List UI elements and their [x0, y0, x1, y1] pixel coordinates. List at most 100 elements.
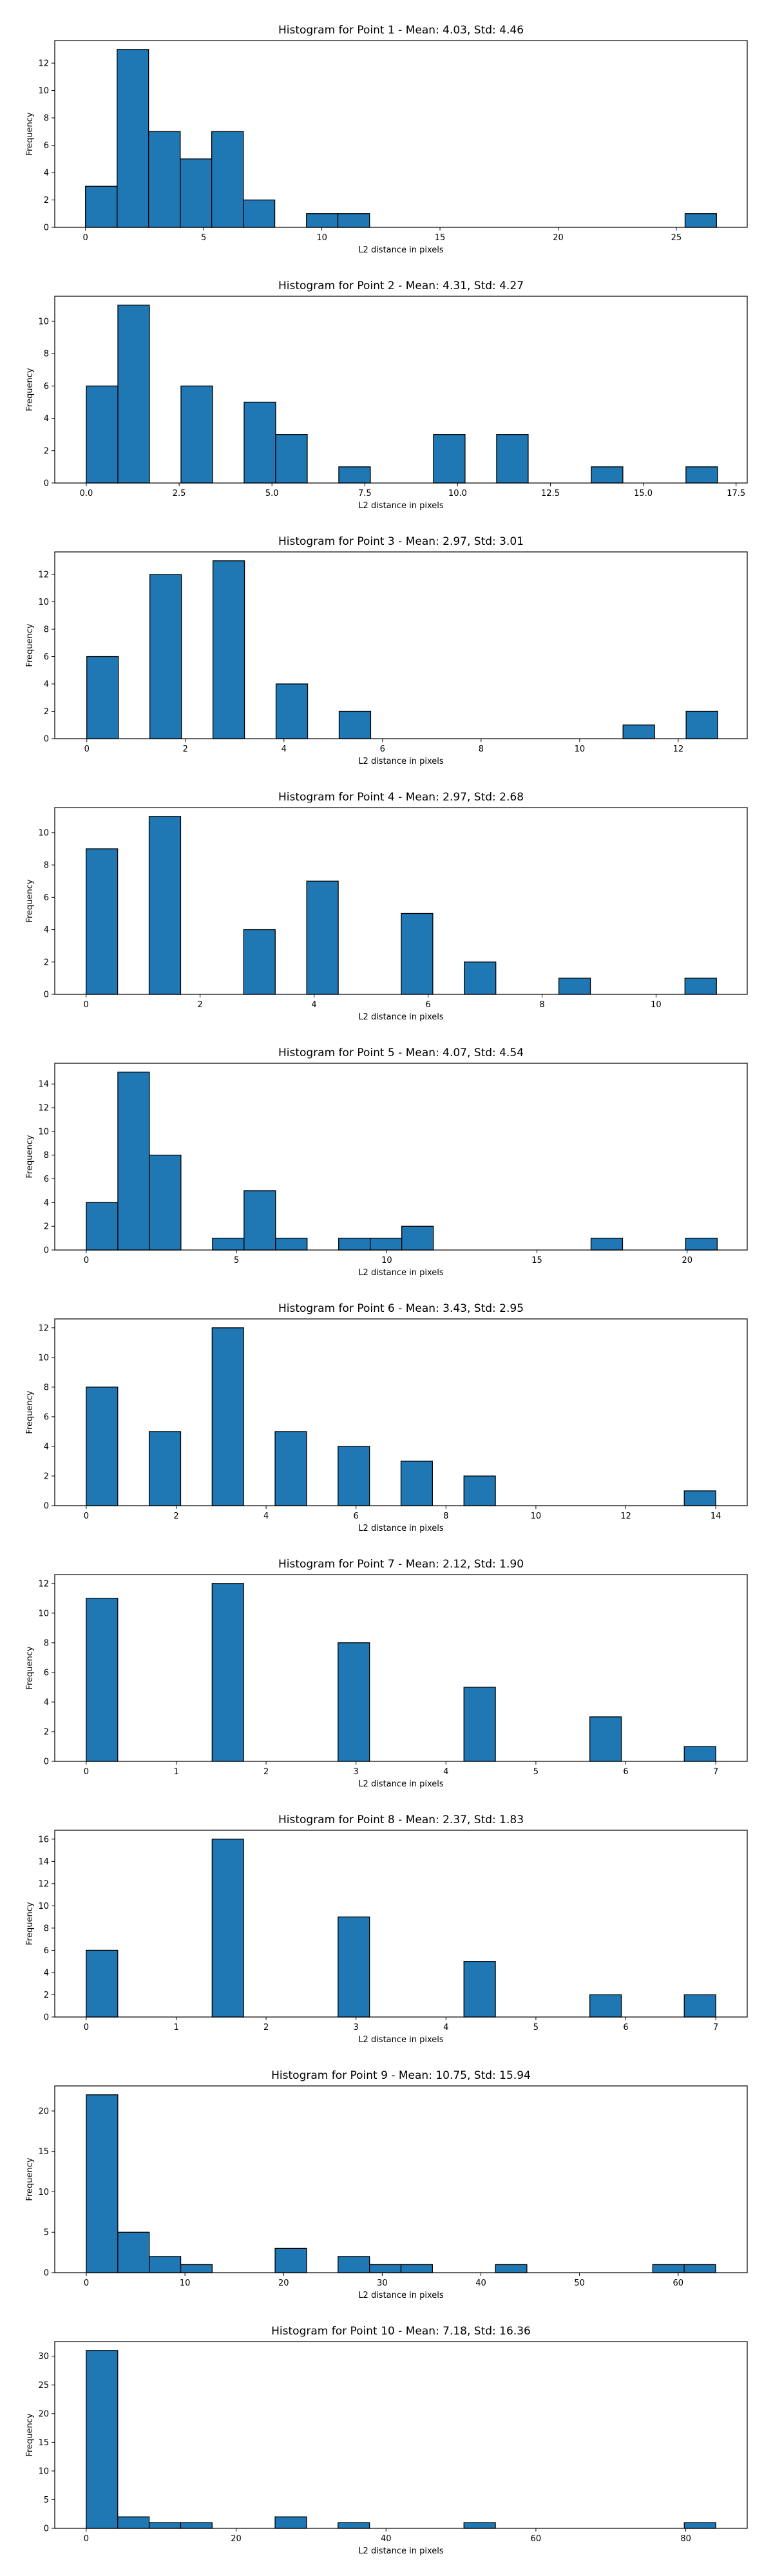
y-tick-label: 8	[44, 1383, 49, 1392]
histogram-bar	[337, 213, 370, 228]
x-tick-label: 20	[231, 2534, 242, 2544]
plot-frame	[54, 1830, 748, 2018]
y-tick-label: 0	[44, 1246, 49, 1256]
y-tick-label: 4	[44, 680, 49, 690]
x-tick-label: 20	[278, 2278, 289, 2288]
histogram-bar	[180, 2264, 213, 2273]
histogram-bar	[685, 466, 718, 484]
x-tick-label: 12	[673, 744, 684, 754]
histogram-bar	[86, 2094, 119, 2273]
x-tick-label: 20	[682, 1256, 692, 1265]
y-tick-label: 14	[38, 1857, 49, 1867]
x-tick-label: 17.5	[727, 489, 745, 498]
histogram-bar	[495, 2264, 528, 2273]
y-tick-label: 15	[38, 2147, 49, 2157]
histogram-bar	[243, 1190, 276, 1251]
x-axis-label: L2 distance in pixels	[358, 2546, 444, 2556]
histogram-bar	[180, 2522, 213, 2529]
y-tick-label: 4	[44, 925, 49, 935]
histogram-bar	[148, 816, 182, 995]
chart-title: Histogram for Point 1 - Mean: 4.03, Std:…	[278, 24, 524, 37]
x-tick-label: 1	[173, 2023, 178, 2032]
x-tick-label: 0	[84, 1767, 89, 1777]
y-tick-label: 0	[44, 2269, 49, 2278]
y-tick-label: 10	[38, 1609, 49, 1618]
histogram-bar	[117, 2516, 150, 2529]
y-tick-label: 6	[44, 893, 49, 903]
y-tick-label: 10	[38, 828, 49, 838]
histogram-bar	[274, 2248, 307, 2273]
histogram-5: Histogram for Point 5 - Mean: 4.07, Std:…	[25, 1046, 748, 1278]
histogram-bar	[589, 1994, 622, 2018]
histogram-6: Histogram for Point 6 - Mean: 3.43, Std:…	[25, 1302, 748, 1533]
histogram-bar	[212, 560, 245, 739]
histogram-bar	[338, 1237, 371, 1251]
histogram-bar	[275, 1237, 308, 1251]
x-axis-label: L2 distance in pixels	[358, 2035, 444, 2045]
y-tick-label: 12	[38, 571, 49, 580]
y-tick-label: 15	[38, 2438, 49, 2448]
histogram-3: Histogram for Point 3 - Mean: 2.97, Std:…	[25, 535, 748, 766]
histogram-bar	[148, 131, 181, 228]
histogram-bar	[463, 1961, 496, 2018]
x-tick-label: 12	[620, 1511, 631, 1521]
y-tick-label: 30	[38, 2352, 49, 2362]
y-axis-label: Frequency	[25, 112, 35, 155]
x-tick-label: 10	[575, 744, 586, 754]
y-tick-label: 10	[38, 1902, 49, 1911]
y-tick-label: 8	[44, 1638, 49, 1648]
x-tick-label: 4	[443, 2023, 448, 2032]
y-tick-label: 8	[44, 1151, 49, 1160]
y-tick-label: 8	[44, 350, 49, 359]
x-tick-label: 7	[713, 2023, 718, 2032]
y-axis-label: Frequency	[25, 1135, 35, 1178]
x-tick-label: 2.5	[173, 489, 186, 498]
x-tick-label: 10.0	[448, 489, 467, 498]
y-tick-label: 14	[38, 1080, 49, 1090]
histogram-bar	[338, 710, 372, 739]
x-tick-label: 5.0	[265, 489, 279, 498]
x-tick-label: 0	[84, 2278, 89, 2288]
histogram-bar	[274, 2516, 307, 2529]
plot-frame	[54, 2341, 748, 2529]
x-tick-label: 4	[443, 1767, 448, 1777]
y-tick-label: 2	[44, 707, 49, 717]
x-tick-label: 0	[84, 2534, 89, 2544]
histogram-bar	[86, 1949, 119, 2018]
histogram-10: Histogram for Point 10 - Mean: 7.18, Std…	[25, 2325, 748, 2556]
histogram-bar	[86, 656, 119, 739]
y-tick-label: 8	[44, 861, 49, 871]
histogram-bar	[684, 978, 717, 995]
x-tick-label: 15.0	[634, 489, 653, 498]
y-tick-label: 0	[44, 2013, 49, 2023]
x-tick-label: 30	[377, 2278, 388, 2288]
y-axis-label: Frequency	[25, 1646, 35, 1689]
histogram-bar	[463, 1687, 496, 1762]
histogram-bar	[117, 2231, 150, 2273]
x-tick-label: 2	[263, 2023, 269, 2032]
histogram-bar	[338, 1916, 370, 2018]
y-tick-label: 10	[38, 2467, 49, 2476]
y-tick-label: 4	[44, 1698, 49, 1707]
histogram-bar	[652, 2264, 685, 2273]
histogram-9: Histogram for Point 9 - Mean: 10.75, Std…	[25, 2069, 748, 2300]
y-tick-label: 10	[38, 86, 49, 96]
chart-title: Histogram for Point 2 - Mean: 4.31, Std:…	[278, 279, 524, 292]
histogram-bar	[463, 2522, 496, 2529]
plot-frame	[54, 1574, 748, 1762]
y-tick-label: 0	[44, 1502, 49, 1511]
histogram-bar	[243, 199, 276, 228]
x-axis-label: L2 distance in pixels	[358, 1268, 444, 1278]
x-tick-label: 0	[84, 2023, 89, 2032]
x-tick-label: 80	[680, 2534, 691, 2544]
y-tick-label: 0	[44, 735, 49, 744]
y-tick-label: 0	[44, 2524, 49, 2534]
histogram-bar	[306, 880, 339, 995]
y-tick-label: 10	[38, 598, 49, 607]
x-tick-label: 4	[263, 1511, 269, 1521]
x-tick-label: 7	[713, 1767, 718, 1777]
y-tick-label: 4	[44, 1968, 49, 1978]
histogram-bar	[180, 385, 213, 484]
histogram-bar	[338, 466, 371, 484]
